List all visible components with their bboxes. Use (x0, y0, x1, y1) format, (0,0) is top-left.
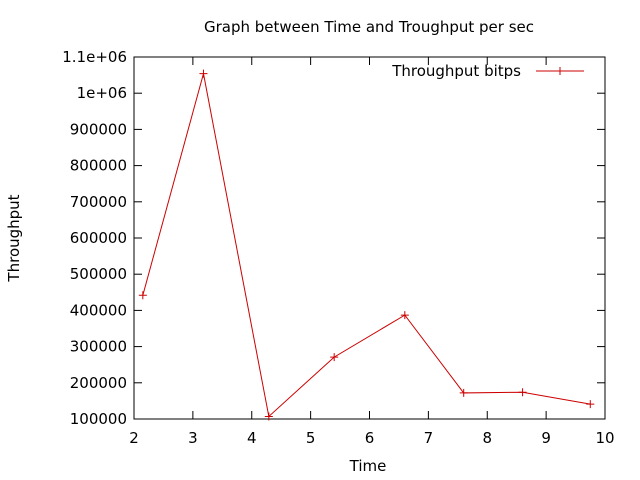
data-point (199, 69, 208, 78)
legend-marker (556, 67, 564, 75)
x-tick-label: 6 (365, 429, 375, 447)
y-axis-label: Throughput (5, 194, 23, 282)
y-tick-label: 300000 (70, 338, 127, 356)
x-tick-label: 3 (188, 429, 198, 447)
data-point (518, 388, 527, 397)
data-point (400, 311, 409, 320)
x-tick-label: 5 (306, 429, 316, 447)
x-axis: 2 3 4 5 6 7 8 9 10 (129, 57, 615, 447)
x-axis-label: Time (349, 457, 387, 475)
x-tick-label: 4 (247, 429, 257, 447)
y-tick-label: 100000 (70, 410, 127, 428)
x-tick-label: 9 (541, 429, 551, 447)
y-tick-label: 500000 (70, 265, 127, 283)
x-tick-label: 7 (424, 429, 434, 447)
x-tick-label: 10 (595, 429, 614, 447)
series-layer (138, 69, 595, 421)
chart-title: Graph between Time and Troughput per sec (204, 18, 534, 36)
y-tick-label: 200000 (70, 374, 127, 392)
y-tick-label: 900000 (70, 120, 127, 138)
data-point (264, 412, 273, 421)
data-point (586, 400, 595, 409)
data-point (459, 388, 468, 397)
x-tick-label: 8 (482, 429, 492, 447)
y-tick-label: 1e+06 (77, 84, 127, 102)
y-tick-label: 700000 (70, 193, 127, 211)
y-tick-label: 800000 (70, 157, 127, 175)
data-point (138, 291, 147, 300)
x-tick-label: 2 (129, 429, 139, 447)
data-point (330, 353, 339, 362)
series-line (142, 73, 591, 418)
plot-frame (133, 56, 606, 420)
legend-label: Throughput bitps (391, 62, 521, 80)
y-axis: 100000 200000 300000 400000 500000 600000 7000… (62, 48, 605, 428)
y-tick-label: 400000 (70, 301, 127, 319)
y-tick-label: 1.1e+06 (62, 48, 127, 66)
legend: Throughput bitps (391, 62, 584, 80)
y-tick-label: 600000 (70, 229, 127, 247)
